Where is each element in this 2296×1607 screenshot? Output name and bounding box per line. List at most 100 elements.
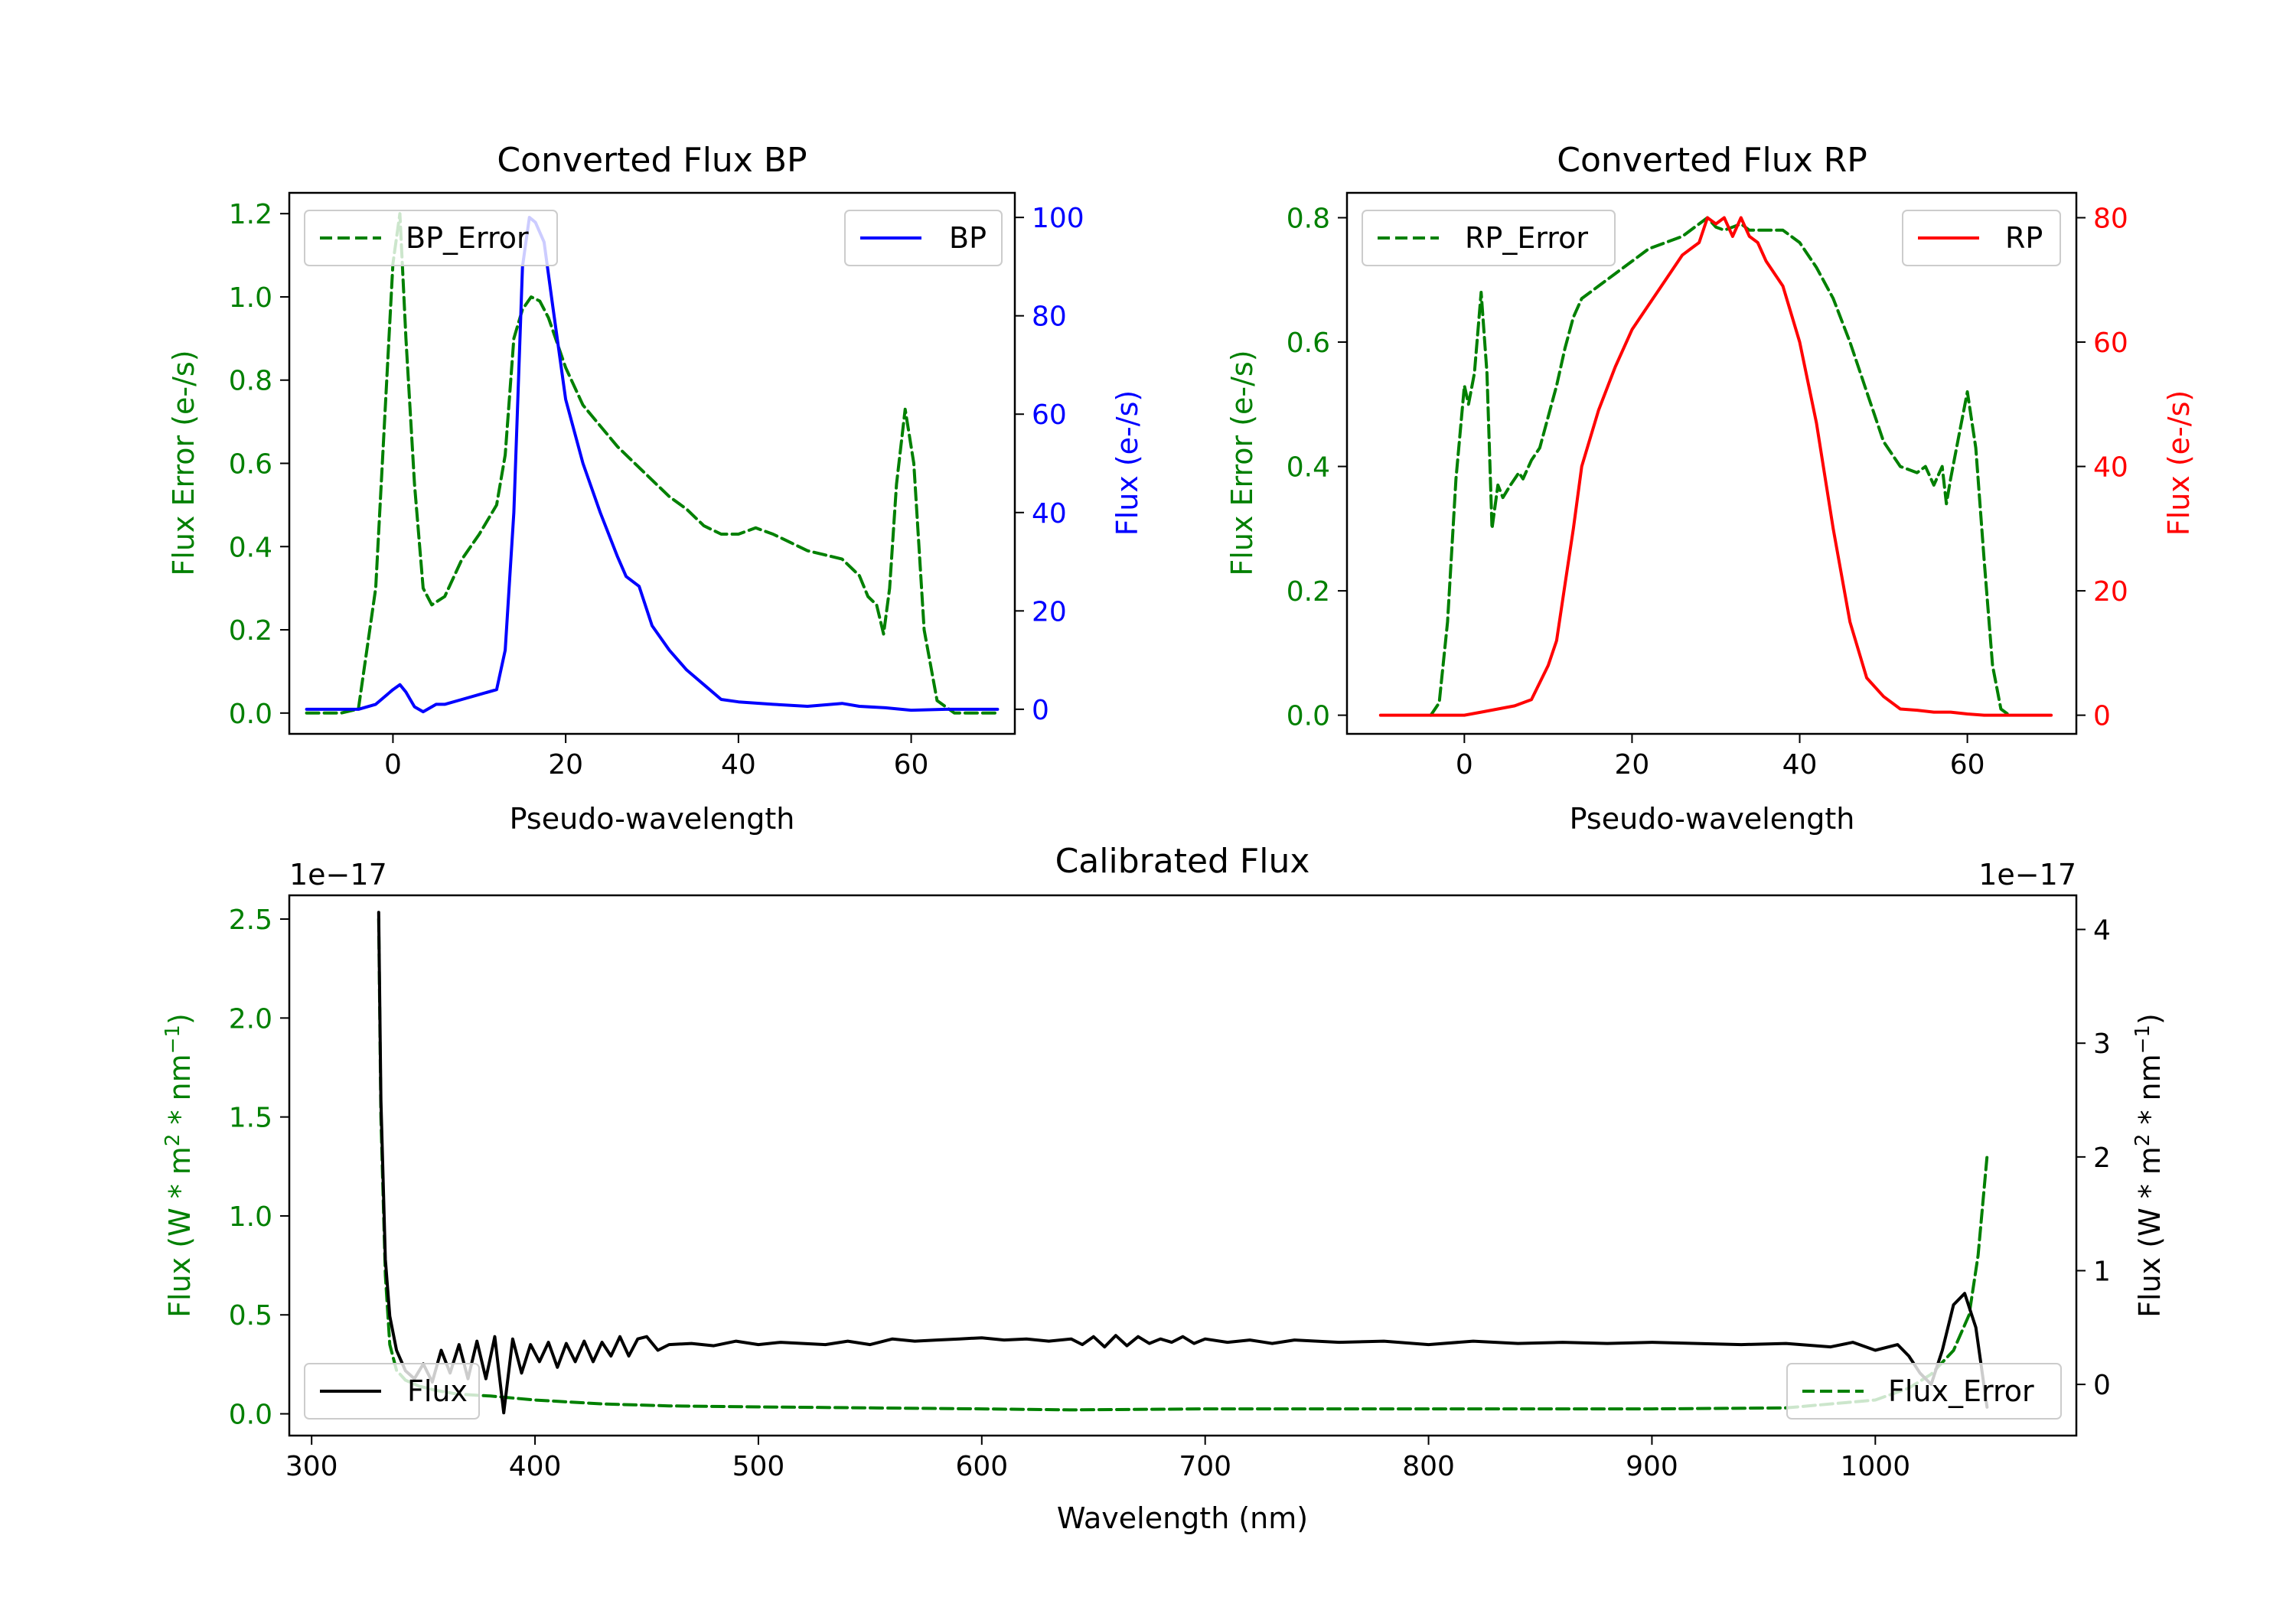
rp-x-tick-label: 20 <box>1615 749 1650 781</box>
bp-right-y-tick-label: 20 <box>1032 596 1067 627</box>
calibrated-left-y-tick-label: 0.5 <box>229 1300 272 1332</box>
rp-x-axis-label: Pseudo-wavelength <box>1570 802 1855 836</box>
bp-left-y-tick-label: 0.6 <box>229 449 272 481</box>
bp-error-line <box>305 212 1000 715</box>
calibrated-x-tick-label: 600 <box>955 1451 1008 1482</box>
rp-legend-box <box>1902 210 2061 266</box>
bp-right-y-tick-label: 100 <box>1032 203 1084 234</box>
calibrated-right-y-tick-label: 3 <box>2093 1028 2111 1060</box>
calibrated-left-y-tick-label: 1.0 <box>229 1201 272 1233</box>
calibrated-right-y-axis-label: Flux (W * m2 * nm−1) <box>2131 1013 2167 1318</box>
rp-axes-frame <box>1345 191 2078 735</box>
calibrated-right-y-tick-label: 0 <box>2093 1370 2111 1401</box>
rp-error-legend-box <box>1362 210 1616 266</box>
calibrated-x-tick-label: 800 <box>1402 1451 1455 1482</box>
rp-left-y-tick-label: 0.6 <box>1287 328 1330 359</box>
flux-legend-box <box>304 1363 480 1420</box>
rp-plot-area <box>1378 216 2053 717</box>
rp-legend-label: RP <box>2005 221 2043 255</box>
calibrated-left-y-tick-label: 0.0 <box>229 1400 272 1431</box>
rp-series-group <box>1378 216 2053 717</box>
bp-x-axis-label: Pseudo-wavelength <box>510 802 795 836</box>
rp-error-legend-label: RP_Error <box>1465 221 1588 255</box>
bp-left-y-tick-label: 0.2 <box>229 615 272 647</box>
bp-x-tick-label: 0 <box>384 749 402 781</box>
rp-right-y-tick-label: 40 <box>2093 452 2128 484</box>
bp-left-y-tick-label: 0.0 <box>229 699 272 730</box>
flux-legend-label: Flux <box>407 1374 468 1408</box>
rp-ticks: 0 20 40 60 0.0 0.2 0.4 0.6 0.8 0 20 40 60 80 <box>1287 204 2128 781</box>
calibrated-x-tick-label: 500 <box>732 1451 785 1482</box>
calibrated-x-tick-label: 700 <box>1179 1451 1231 1482</box>
calibrated-panel: Calibrated Flux 300 400 500 600 700 800 900 100… <box>161 842 2167 1535</box>
flux-error-legend-label: Flux_Error <box>1888 1374 2034 1408</box>
bp-right-y-tick-label: 80 <box>1032 302 1067 333</box>
calibrated-left-y-tick-label: 1.5 <box>229 1103 272 1134</box>
calibrated-right-y-tick-label: 2 <box>2093 1143 2111 1174</box>
calibrated-x-tick-label: 1000 <box>1841 1451 1911 1482</box>
rp-error-line <box>1429 216 2011 717</box>
bp-x-tick-label: 60 <box>894 749 929 781</box>
bp-error-legend-box <box>304 210 558 266</box>
flux-line <box>377 911 1989 1415</box>
rp-title: Converted Flux RP <box>1557 141 1867 180</box>
rp-right-y-tick-label: 80 <box>2093 204 2128 235</box>
bp-left-y-tick-label: 0.8 <box>229 366 272 397</box>
rp-left-y-axis-label: Flux Error (e-/s) <box>1225 350 1259 575</box>
bp-left-y-tick-label: 1.2 <box>229 199 272 230</box>
calibrated-x-tick-label: 900 <box>1626 1451 1678 1482</box>
bp-legend-box <box>844 210 1003 266</box>
flux-legend: Flux <box>304 1363 480 1420</box>
flux-error-legend: Flux_Error <box>1786 1363 2062 1420</box>
bp-error-legend: BP_Error <box>304 210 558 266</box>
rp-right-y-tick-label: 60 <box>2093 328 2128 359</box>
bp-right-y-axis-label: Flux (e-/s) <box>1110 390 1144 536</box>
calibrated-left-exponent: 1e−17 <box>289 858 387 892</box>
rp-line <box>1378 216 2053 717</box>
rp-panel: Converted Flux RP 0 20 40 60 0.0 0.2 0.4 0.6 0.8… <box>1225 141 2196 836</box>
bp-x-tick-label: 20 <box>548 749 583 781</box>
rp-x-tick-label: 60 <box>1950 749 1985 781</box>
rp-legend: RP <box>1902 210 2061 266</box>
calibrated-left-y-axis-label: Flux (W * m2 * nm−1) <box>161 1013 197 1318</box>
calibrated-x-tick-label: 300 <box>285 1451 338 1482</box>
bp-right-y-tick-label: 0 <box>1032 695 1049 726</box>
rp-x-tick-label: 0 <box>1456 749 1473 781</box>
rp-left-y-tick-label: 0.2 <box>1287 576 1330 608</box>
rp-left-y-tick-label: 0.4 <box>1287 452 1330 484</box>
calibrated-x-tick-label: 400 <box>509 1451 562 1482</box>
flux-error-legend-box <box>1786 1363 2062 1420</box>
bp-x-tick-label: 40 <box>721 749 756 781</box>
rp-right-y-tick-label: 0 <box>2093 701 2111 732</box>
bp-title: Converted Flux BP <box>497 141 807 180</box>
bp-legend-label: BP <box>949 221 987 255</box>
calibrated-right-y-tick-label: 1 <box>2093 1256 2111 1287</box>
bp-right-y-tick-label: 40 <box>1032 498 1067 530</box>
calibrated-left-y-tick-label: 2.0 <box>229 1003 272 1035</box>
bp-ticks: 0 20 40 60 0.0 0.2 0.4 0.6 0.8 1.0 1.2 0 20 40 60 80 100 <box>229 199 1084 781</box>
rp-left-y-tick-label: 0.0 <box>1287 701 1330 732</box>
rp-left-y-tick-label: 0.8 <box>1287 204 1330 235</box>
rp-error-legend: RP_Error <box>1362 210 1616 266</box>
rp-x-tick-label: 40 <box>1782 749 1818 781</box>
bp-left-y-tick-label: 1.0 <box>229 282 272 314</box>
rp-right-y-tick-label: 20 <box>2093 576 2128 608</box>
calibrated-axes-frame <box>288 894 2078 1437</box>
calibrated-right-y-tick-label: 4 <box>2093 915 2111 947</box>
bp-error-legend-label: BP_Error <box>406 221 529 255</box>
bp-line <box>305 216 1000 714</box>
calibrated-title: Calibrated Flux <box>1055 842 1310 881</box>
calibrated-x-axis-label: Wavelength (nm) <box>1057 1501 1308 1535</box>
calibrated-left-y-tick-label: 2.5 <box>229 905 272 936</box>
bp-plot-area <box>305 212 1000 715</box>
bp-right-y-tick-label: 60 <box>1032 399 1067 431</box>
calibrated-right-exponent: 1e−17 <box>1978 858 2076 892</box>
calibrated-ticks: 300 400 500 600 700 800 900 1000 0.0 0.5 1.0 1.5 2.0… <box>229 905 2111 1482</box>
bp-series-group <box>305 212 1000 715</box>
bp-left-y-axis-label: Flux Error (e-/s) <box>167 350 201 575</box>
bp-left-y-tick-label: 0.4 <box>229 532 272 563</box>
bp-panel: Converted Flux BP 0 20 40 60 0.0 0.2 0.4 0.6 0.8… <box>167 141 1144 836</box>
rp-right-y-axis-label: Flux (e-/s) <box>2162 390 2196 536</box>
